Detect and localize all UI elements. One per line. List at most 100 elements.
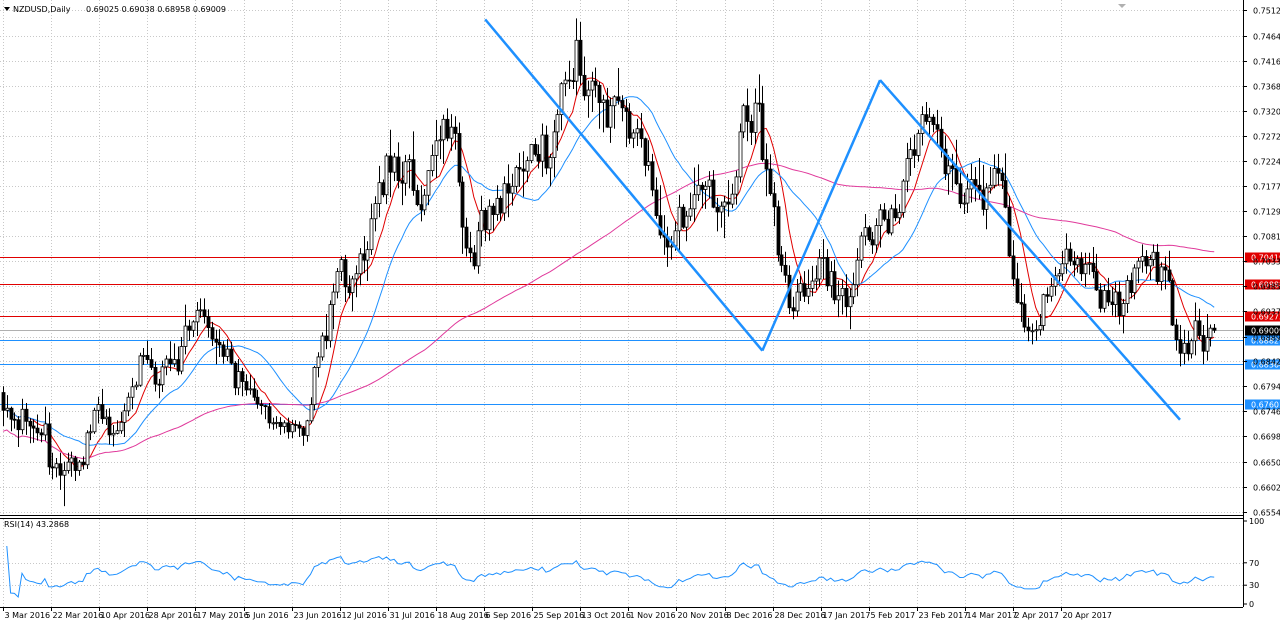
candle-body [70, 458, 73, 462]
candle-body [446, 119, 449, 138]
rsi-label: RSI(14) 43.2868 [4, 520, 69, 529]
candle-body [78, 462, 81, 470]
candle-body [131, 387, 134, 397]
candle-body [1133, 268, 1136, 293]
candle-body [727, 202, 730, 204]
candle-body [568, 80, 571, 81]
candle-body [625, 108, 628, 112]
candle-body [796, 292, 799, 311]
candle-body [602, 100, 605, 103]
candle-body [1092, 263, 1095, 271]
candle-body [978, 185, 981, 190]
candle-body [180, 346, 183, 371]
candle-body [811, 281, 814, 288]
candle-body [329, 305, 332, 341]
x-tick-label: 23 Feb 2017 [919, 611, 969, 620]
candle-body [127, 397, 130, 411]
candle-body [875, 226, 878, 245]
candle-body [1152, 252, 1155, 259]
candle-body [1141, 256, 1144, 261]
candle-body [401, 181, 404, 184]
candle-body [936, 125, 939, 130]
candle-body [1039, 326, 1042, 330]
candle-body [575, 40, 578, 81]
candle-body [701, 185, 704, 189]
candle-body [89, 432, 92, 433]
candle-body [909, 150, 912, 159]
candle-body [890, 209, 893, 233]
x-tick-label: 12 Jul 2016 [342, 611, 387, 620]
candle-body [632, 133, 635, 138]
candle-body [522, 169, 525, 171]
candle-body [1069, 249, 1072, 261]
candle-body [613, 97, 616, 106]
candle-body [458, 133, 461, 182]
x-tick-label: 17 Jan 2017 [823, 611, 871, 620]
candle-body [993, 169, 996, 186]
candle-body [1020, 303, 1023, 305]
candle-body [917, 133, 920, 155]
candle-body [196, 310, 199, 322]
candle-body [477, 231, 480, 266]
candle-body [199, 310, 202, 311]
candle-body [374, 204, 377, 219]
candle-body [906, 159, 909, 182]
candle-body [591, 81, 594, 90]
candle-body [606, 100, 609, 127]
candle-body [6, 408, 9, 410]
x-tick-label: 28 Apr 2016 [149, 611, 198, 620]
candle-body [735, 177, 738, 194]
candle-body [947, 166, 950, 174]
candle-body [704, 186, 707, 189]
candle-body [435, 141, 438, 156]
candle-body [86, 433, 89, 465]
candle-body [754, 103, 757, 132]
x-tick-label: 6 Sep 2016 [486, 611, 532, 620]
candle-body [450, 127, 453, 138]
x-tick-label: 1 Nov 2016 [630, 611, 676, 620]
candle-body [989, 185, 992, 188]
candle-body [644, 139, 647, 166]
candle-body [344, 260, 347, 287]
candle-body [97, 405, 100, 411]
candle-body [488, 206, 491, 230]
candle-body [1114, 292, 1117, 305]
candle-body [480, 210, 483, 230]
candle-body [1194, 321, 1197, 341]
candle-body [1061, 264, 1064, 274]
candle-body [932, 117, 935, 124]
candle-body [336, 272, 339, 292]
candle-body [902, 181, 905, 212]
candle-body [116, 431, 119, 434]
candle-body [856, 260, 859, 285]
candle-body [1137, 261, 1140, 268]
candle-body [750, 121, 753, 132]
candle-body [283, 423, 286, 427]
candle-body [526, 161, 529, 171]
candle-body [594, 81, 597, 85]
candle-body [678, 207, 681, 231]
candle-body [572, 81, 575, 82]
candle-body [291, 424, 294, 431]
candle-body [473, 253, 476, 266]
x-tick-label: 28 Dec 2016 [775, 611, 826, 620]
candle-body [59, 464, 62, 476]
candle-body [553, 132, 556, 158]
candle-body [363, 254, 366, 260]
candle-body [887, 219, 890, 233]
candle-body [815, 279, 818, 281]
candle-body [313, 367, 316, 404]
candle-body [966, 189, 969, 203]
candle-body [177, 360, 180, 372]
candle-body [279, 422, 282, 426]
candle-body [21, 409, 24, 429]
candle-body [1190, 341, 1193, 354]
candle-body [48, 424, 51, 467]
candle-body [826, 258, 829, 286]
symbol-label: NZDUSD,Daily [13, 5, 71, 14]
